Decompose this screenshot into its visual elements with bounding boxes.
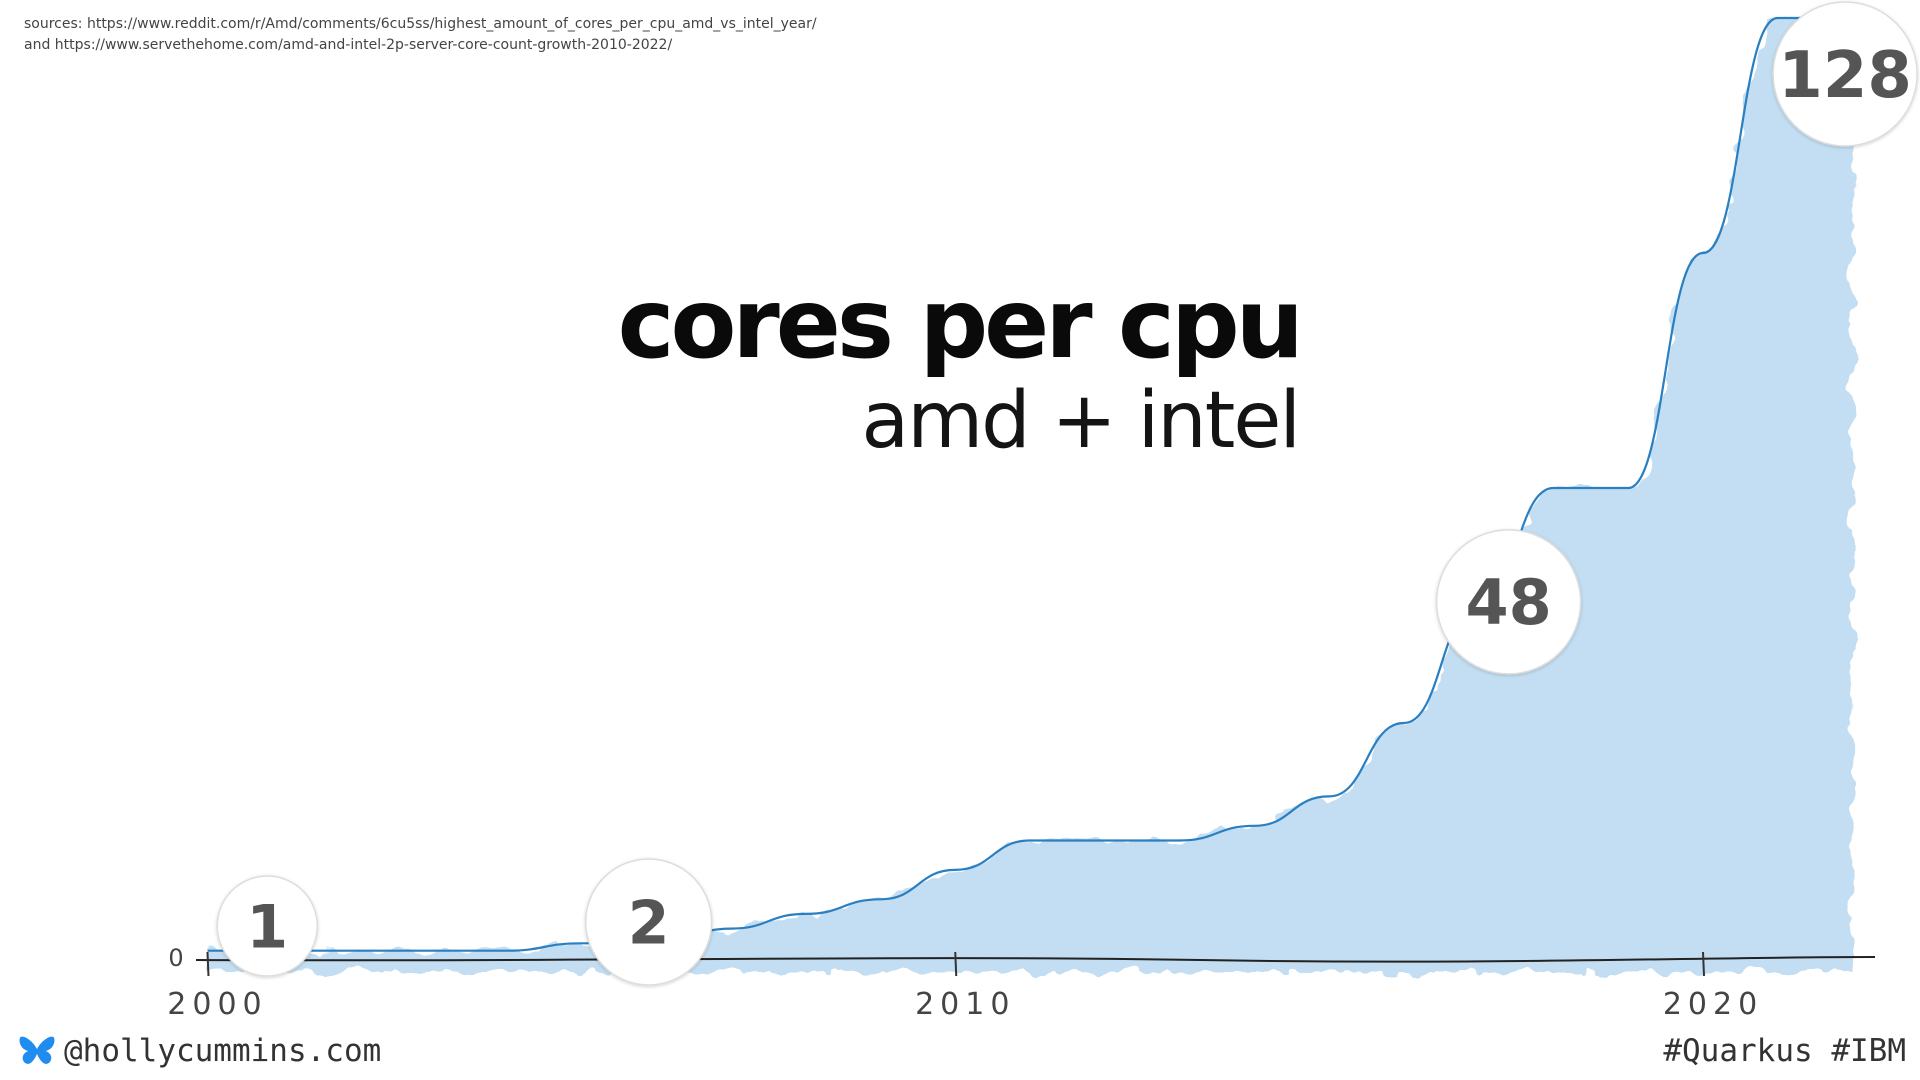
badge-circle [216, 875, 319, 977]
handle-text: @hollycummins.com [64, 1033, 382, 1069]
badge-circle [1435, 529, 1582, 675]
x-tick-label-2010: 2010 [915, 987, 1015, 1022]
chart-title: cores per cpu [617, 268, 1304, 380]
area-fill [207, 18, 1853, 972]
butterfly-icon [19, 1036, 55, 1064]
badge-label-1: 1 [246, 893, 288, 963]
sources-line-2: and https://www.servethehome.com/amd-and… [24, 37, 673, 53]
value-badge-2: 2 [584, 858, 713, 986]
series-line [207, 16, 1853, 952]
footer-tags: #Quarkus #IBM [1663, 1033, 1906, 1069]
x-tick-label-2000: 2000 [167, 987, 267, 1022]
sources-line-1: sources: https://www.reddit.com/r/Amd/co… [24, 16, 817, 32]
x-tick-label-2020: 2020 [1663, 987, 1763, 1022]
value-badge-48: 48 [1435, 529, 1582, 675]
value-badge-128: 128 [1772, 1, 1918, 147]
badge-circle [584, 858, 713, 986]
badge-label-2: 2 [628, 889, 670, 959]
y-tick-label-0: 0 [168, 944, 183, 972]
badge-label-128: 128 [1778, 39, 1912, 113]
chart-subtitle: amd + intel [861, 376, 1301, 466]
footer-handle[interactable]: @hollycummins.com [18, 1033, 381, 1069]
x-tick-2000 [206, 951, 210, 977]
sources-text: sources: https://www.reddit.com/r/Amd/co… [24, 14, 817, 56]
x-tick-2010 [954, 951, 958, 977]
value-badge-1: 1 [216, 875, 319, 977]
badge-label-48: 48 [1465, 566, 1551, 639]
x-axis-line [195, 956, 1876, 963]
badge-circle [1772, 1, 1918, 147]
x-tick-2020 [1702, 951, 1706, 977]
